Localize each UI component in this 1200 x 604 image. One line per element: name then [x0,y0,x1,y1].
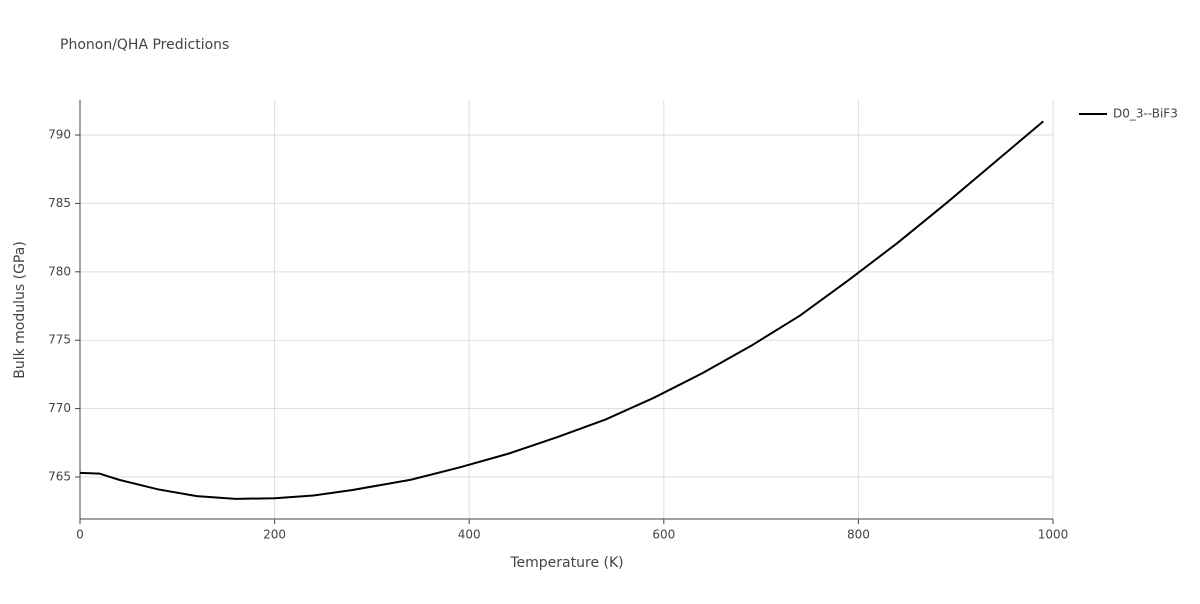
y-tick-label: 770 [48,401,71,415]
x-tick-label: 200 [263,528,286,542]
x-axis-label: Temperature (K) [509,555,623,571]
x-tick-label: 400 [458,528,481,542]
line-series [79,120,1044,500]
x-tick-label: 600 [652,528,675,542]
x-tick-label: 800 [847,528,870,542]
x-tick-label: 0 [76,528,84,542]
y-tick-label: 775 [48,333,71,347]
y-tick-label: 765 [48,470,71,484]
x-tick-label: 1000 [1038,528,1069,542]
legend-label: D0_3--BiF3 [1113,107,1178,121]
y-axis-label: Bulk modulus (GPa) [12,241,28,379]
chart-title: Phonon/QHA Predictions [60,37,229,53]
y-tick-label: 780 [48,264,71,278]
y-tick-label: 785 [48,196,71,210]
y-tick-label: 790 [48,128,71,142]
